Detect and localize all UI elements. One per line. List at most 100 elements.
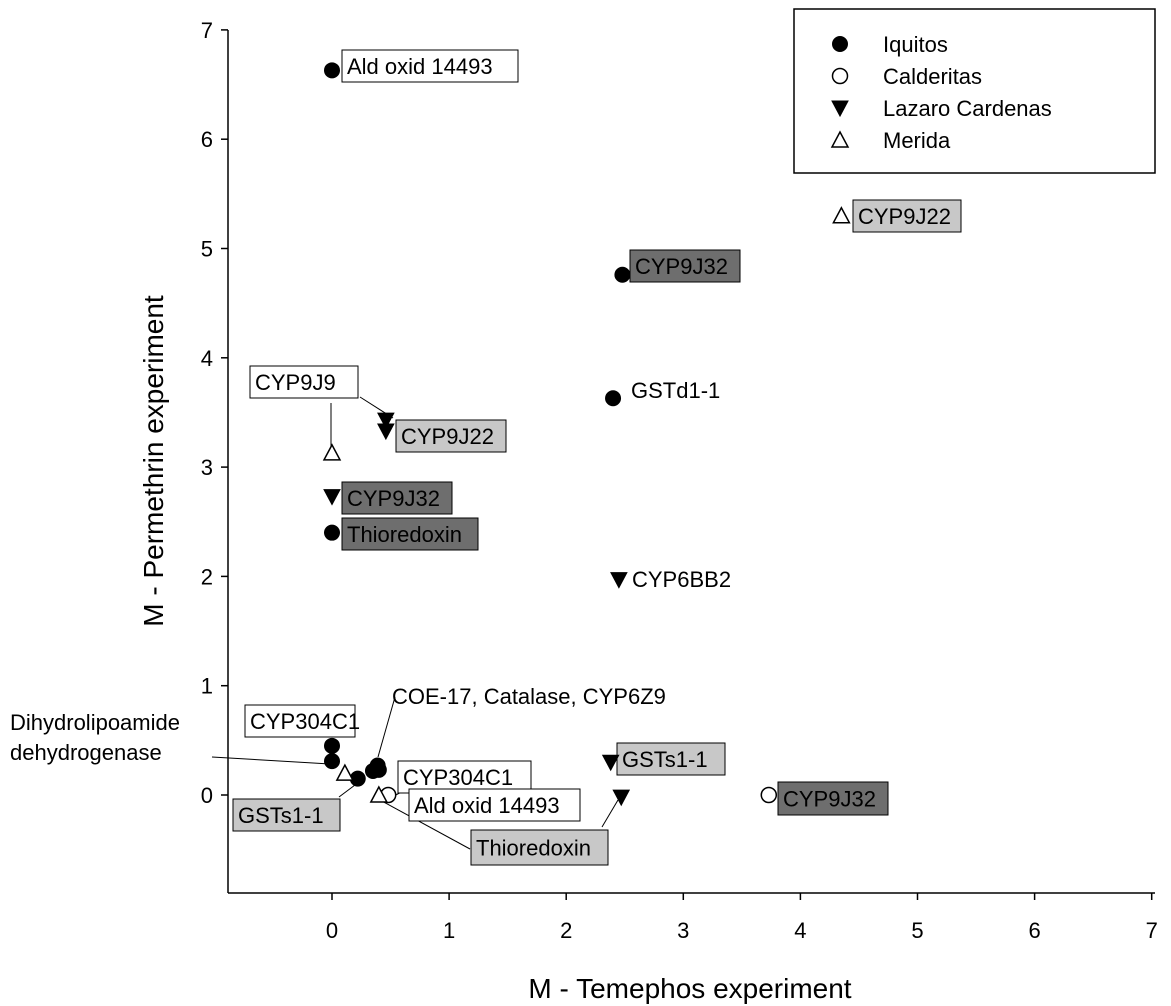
gene-label: Thioredoxin <box>341 517 479 551</box>
gene-label-text: Ald oxid 14493 <box>347 54 493 79</box>
gene-label-text: GSTs1-1 <box>622 747 708 772</box>
callout-leader-line <box>377 696 396 758</box>
gene-label-text: CYP9J9 <box>255 370 336 395</box>
gene-label-text: CYP9J22 <box>858 204 951 229</box>
lazaro-cardenas-point <box>323 489 341 506</box>
iquitos-point <box>605 390 622 407</box>
gene-label-text: dehydrogenase <box>10 740 162 765</box>
iquitos-point <box>324 737 340 754</box>
gene-label-box <box>395 419 507 453</box>
gene-label-text: CYP9J22 <box>401 424 494 449</box>
x-axis-title: M - Temephos experiment <box>528 973 851 1004</box>
gene-label-box <box>777 781 889 816</box>
gene-label: CYP9J32 <box>341 481 453 515</box>
lazaro-cardenas-point <box>601 754 620 772</box>
gene-label-box <box>629 249 741 283</box>
gene-label: CYP304C1 <box>397 760 532 794</box>
calderitas-point <box>760 786 778 804</box>
gene-label-text: Dihydrolipoamide <box>10 710 180 735</box>
x-tick-label: 6 <box>1028 918 1040 943</box>
iquitos-point <box>370 761 387 778</box>
y-tick-label: 0 <box>201 783 213 808</box>
gene-label-text: Thioredoxin <box>476 836 591 861</box>
lazaro-cardenas-point <box>610 572 628 589</box>
merida-point <box>369 785 389 803</box>
gene-label: Dihydrolipoamide <box>10 710 180 735</box>
gene-label: Thioredoxin <box>470 829 609 866</box>
callout-leader-line <box>338 784 356 798</box>
lazaro-cardenas-point <box>377 423 395 441</box>
gene-label-box <box>616 742 726 776</box>
x-tick-label: 7 <box>1146 918 1158 943</box>
gene-label-box <box>232 798 341 832</box>
legend-marker <box>832 36 848 52</box>
x-tick-label: 1 <box>443 918 455 943</box>
x-tick-label: 3 <box>677 918 689 943</box>
gene-label-text: CYP9J32 <box>635 254 728 279</box>
gene-label-text: CYP304C1 <box>403 765 513 790</box>
callout-leader-line <box>379 799 471 850</box>
legend-marker <box>830 130 850 148</box>
merida-point <box>832 206 851 224</box>
gene-label: CYP304C1 <box>244 704 360 738</box>
iquitos-point <box>324 753 340 770</box>
gene-label-box <box>341 517 479 551</box>
gene-label-text: Thioredoxin <box>347 522 462 547</box>
legend-box <box>793 8 1156 174</box>
y-tick-label: 7 <box>201 18 213 43</box>
gene-label-box <box>397 760 532 794</box>
gene-label-text: CYP9J32 <box>783 787 876 812</box>
y-tick-label: 6 <box>201 127 213 152</box>
gene-label: CYP9J22 <box>852 199 962 233</box>
legend-marker <box>831 100 849 118</box>
gene-label: GSTs1-1 <box>232 798 341 832</box>
gene-label-box <box>244 704 356 738</box>
lazaro-cardenas-point <box>612 789 631 807</box>
x-tick-label: 4 <box>794 918 806 943</box>
gene-label-box <box>408 788 581 822</box>
gene-label: Ald oxid 14493 <box>341 49 519 83</box>
gene-label-text: CYP6BB2 <box>632 567 731 592</box>
gene-label-text: Ald oxid 14493 <box>414 793 560 818</box>
y-tick-label: 1 <box>201 674 213 699</box>
x-tick-label: 2 <box>560 918 572 943</box>
x-tick-label: 5 <box>911 918 923 943</box>
gene-label: COE-17, Catalase, CYP6Z9 <box>392 684 666 709</box>
y-tick-label: 4 <box>201 346 213 371</box>
merida-point <box>335 763 355 781</box>
gene-label: GSTd1-1 <box>631 378 720 403</box>
x-tick-label: 0 <box>326 918 338 943</box>
legend-marker <box>831 67 849 85</box>
legend-label: Merida <box>883 128 951 153</box>
gene-label-text: CYP9J32 <box>347 486 440 511</box>
iquitos-point <box>324 62 340 79</box>
y-axis-title: M - Permethrin experiment <box>138 295 169 627</box>
gene-label-text: GSTd1-1 <box>631 378 720 403</box>
gene-label: Ald oxid 14493 <box>408 788 581 822</box>
y-tick-label: 5 <box>201 237 213 262</box>
gene-label: CYP6BB2 <box>632 567 731 592</box>
callout-leader-line <box>601 799 619 828</box>
iquitos-point <box>324 524 340 541</box>
iquitos-point <box>614 266 631 283</box>
gene-label: CYP9J32 <box>777 781 889 816</box>
callout-leader-line <box>211 756 331 765</box>
gene-label: GSTs1-1 <box>616 742 726 776</box>
gene-label-box <box>249 365 359 399</box>
gene-label-text: COE-17, Catalase, CYP6Z9 <box>392 684 666 709</box>
legend-label: Iquitos <box>883 32 948 57</box>
gene-label-box <box>470 829 609 866</box>
gene-label-text: GSTs1-1 <box>238 803 324 828</box>
gene-label: CYP9J9 <box>249 365 359 399</box>
y-tick-label: 2 <box>201 564 213 589</box>
y-tick-label: 3 <box>201 455 213 480</box>
gene-label-text: CYP304C1 <box>250 709 360 734</box>
gene-label-box <box>852 199 962 233</box>
lazaro-cardenas-point <box>377 412 395 430</box>
gene-label-box <box>341 49 519 83</box>
gene-label-box <box>341 481 453 515</box>
legend-label: Lazaro Cardenas <box>883 96 1052 121</box>
legend-label: Calderitas <box>883 64 982 89</box>
gene-label: CYP9J32 <box>629 249 741 283</box>
